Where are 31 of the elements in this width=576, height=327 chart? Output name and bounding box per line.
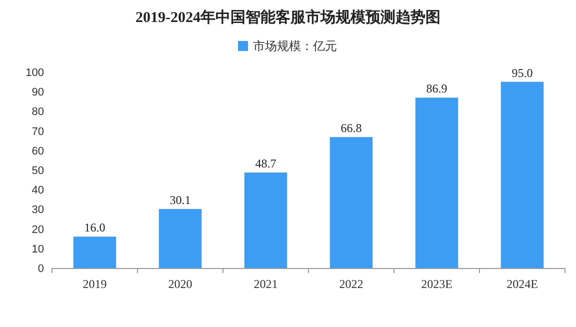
y-tick-label: 60 [32,145,44,158]
x-tick-label: 2020 [168,277,192,291]
data-label: 16.0 [84,220,106,235]
bar [415,98,458,268]
data-label: 86.9 [426,82,448,96]
y-tick-label: 20 [32,224,44,236]
x-tick-label: 2021 [254,277,278,291]
x-tick-label: 2023E [421,277,452,291]
x-tick-label: 2019 [82,277,107,291]
data-label: 95.0 [512,66,533,80]
y-tick-label: 90 [32,86,44,99]
bar [330,137,373,268]
chart-title: 2019-2024年中国智能客服市场规模预测趋势图 [136,8,440,26]
y-tick-label: 50 [32,165,44,177]
bar [244,172,288,268]
data-label: 66.8 [340,121,362,136]
legend-label: 市场规模：亿元 [253,39,337,53]
y-tick-label: 80 [32,106,44,118]
data-label: 30.1 [170,193,191,208]
data-label: 48.7 [255,156,276,171]
y-tick-label: 0 [38,263,44,275]
bar [158,209,202,268]
x-tick-label: 2024E [506,277,538,291]
y-tick-label: 100 [26,67,44,79]
y-tick-label: 70 [32,126,44,138]
y-tick-label: 30 [32,204,44,216]
x-tick-label: 2022 [339,277,364,291]
bar [73,236,116,268]
y-tick-label: 40 [32,184,44,197]
y-tick-label: 10 [32,243,44,256]
bar [500,82,544,268]
